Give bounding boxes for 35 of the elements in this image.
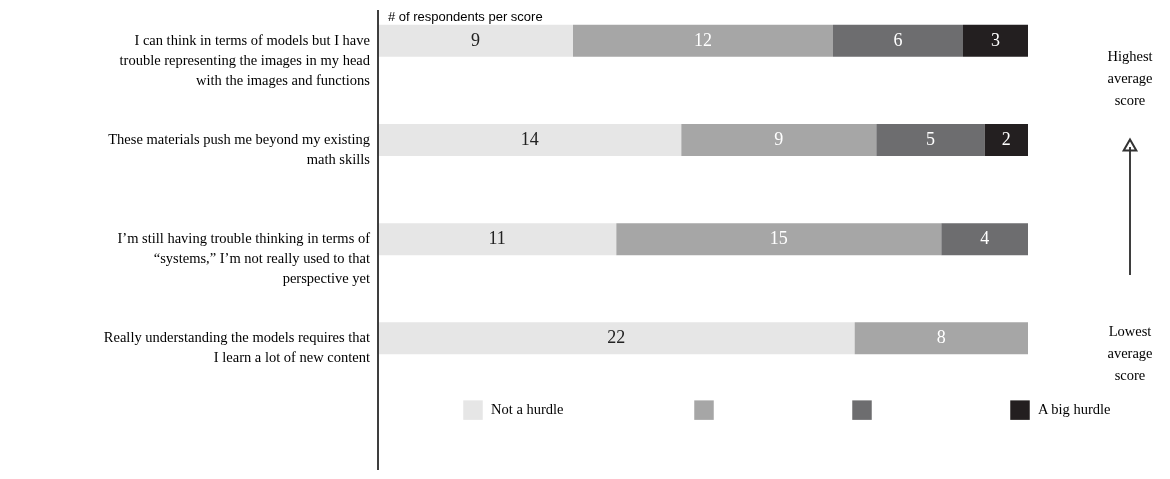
text: Highest average score — [1107, 48, 1153, 108]
bar — [378, 223, 617, 256]
bar — [984, 124, 1028, 156]
bar — [681, 124, 877, 156]
text: Lowest average score — [1107, 323, 1153, 383]
data-label: 8 — [936, 327, 946, 348]
data-label: 2 — [1001, 129, 1011, 149]
bar — [854, 322, 1028, 355]
chart-subtitle: # of respondents per score — [388, 9, 543, 24]
data-label: 5 — [926, 129, 935, 149]
bar — [378, 124, 682, 156]
bar — [378, 24, 573, 57]
bar — [573, 24, 833, 57]
data-label: 9 — [471, 29, 480, 50]
data-label: 14 — [520, 129, 539, 149]
data-label: 11 — [488, 228, 506, 249]
bar — [876, 124, 985, 156]
data-label: 6 — [893, 29, 903, 50]
legend-label: Not a hurdle — [491, 401, 564, 418]
y-tick-label: These materials push me beyond my existing math skills — [108, 131, 371, 167]
data-label: 15 — [769, 228, 788, 249]
data-label: 22 — [607, 327, 626, 348]
y-tick-label: I can think in terms of models but I have trouble representing the images in my head with the images and functions — [119, 31, 371, 88]
bar — [941, 223, 1028, 256]
bar — [378, 322, 855, 355]
data-label: 9 — [774, 129, 784, 149]
legend-label: A big hurdle — [1038, 401, 1111, 418]
bar — [833, 24, 963, 57]
bar — [963, 24, 1028, 57]
data-label: 3 — [991, 29, 1000, 50]
bar — [616, 223, 942, 256]
data-label: 12 — [694, 29, 712, 50]
y-tick-label: I’m still having trouble thinking in terms of “systems,” I’m not really used to that perspective yet — [117, 230, 371, 287]
data-label: 4 — [980, 228, 990, 249]
y-tick-label: Really understanding the models requires that I learn a lot of new content — [103, 329, 370, 366]
